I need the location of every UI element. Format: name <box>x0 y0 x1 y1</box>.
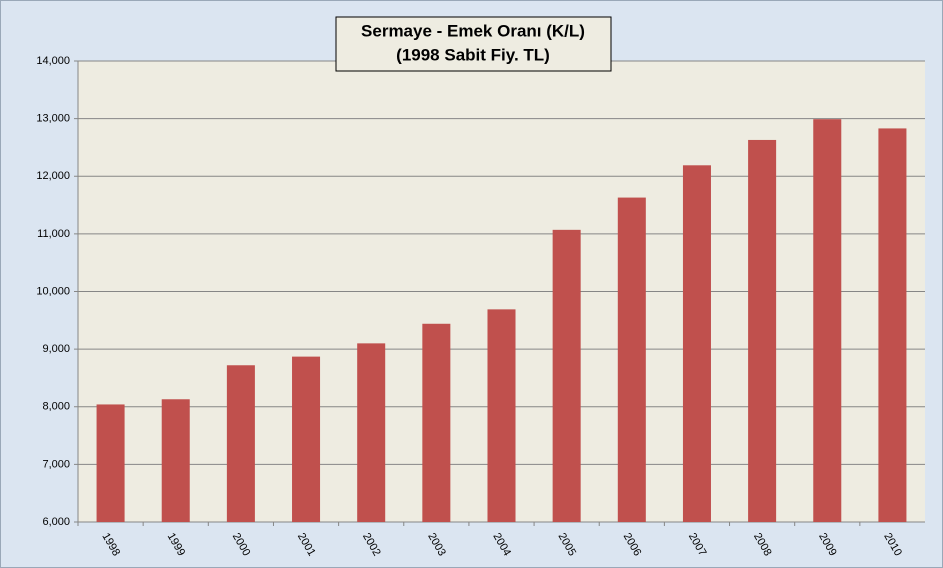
y-tick-label: 7,000 <box>42 458 70 470</box>
y-tick-label: 13,000 <box>36 113 70 125</box>
bar <box>161 399 190 522</box>
bar <box>96 404 125 522</box>
y-tick-label: 12,000 <box>36 170 70 182</box>
bar <box>357 343 386 522</box>
y-tick-label: 10,000 <box>36 285 70 297</box>
y-tick-label: 14,000 <box>36 55 70 67</box>
bar <box>748 139 777 523</box>
y-tick-label: 8,000 <box>42 401 70 413</box>
y-tick-label: 11,000 <box>37 228 70 240</box>
bar <box>878 128 907 522</box>
bar <box>487 309 516 522</box>
bar <box>422 323 451 522</box>
bar <box>682 165 711 522</box>
bar <box>552 229 581 522</box>
title-box <box>335 16 612 72</box>
bar <box>226 365 255 522</box>
chart-title: Sermaye - Emek Oranı (K/L) <box>361 21 585 40</box>
bar <box>292 356 321 522</box>
bar <box>617 197 646 523</box>
bar <box>813 119 842 523</box>
y-tick-label: 9,000 <box>42 343 70 355</box>
y-tick-label: 6,000 <box>42 516 70 528</box>
chart-title: (1998 Sabit Fiy. TL) <box>396 45 550 64</box>
